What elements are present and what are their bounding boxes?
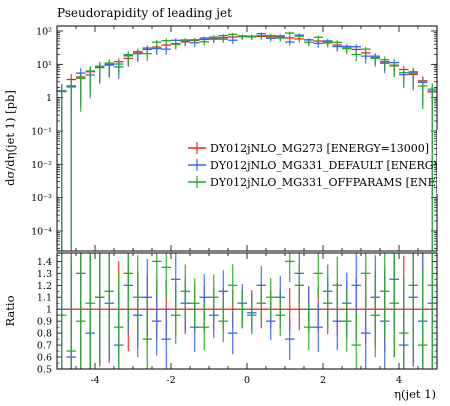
ratio-tick-label: 1	[46, 305, 52, 316]
x-axis-label: η(jet 1)	[394, 387, 436, 401]
x-tick-label: 4	[396, 375, 402, 386]
x-tick-labels: -4 -2 0 2 4	[90, 375, 402, 386]
ratio-tick-label: 0.8	[37, 329, 52, 340]
chart-title: Pseudorapidity of leading jet	[57, 6, 232, 20]
ratio-tick-label: 1.3	[37, 269, 52, 280]
ratio-tick-label: 0.5	[37, 365, 52, 376]
y-tick-label: 10⁻³	[31, 193, 52, 204]
y-tick-labels: 10² 10¹ 1 10⁻¹ 10⁻² 10⁻³ 10⁻⁴	[31, 27, 52, 238]
y-tick-label: 1	[46, 93, 52, 104]
ratio-tick-label: 0.7	[37, 341, 52, 352]
ratio-frame	[56, 252, 438, 370]
y-tick-label: 10⁻²	[31, 160, 52, 171]
y-axis-label: dσ/dη(jet 1) [pb]	[3, 90, 17, 186]
series-main-2	[57, 31, 437, 251]
legend-label-mg331-offparams: DY012jNLO_MG331_OFFPARAMS [ENERGY=13000]	[210, 176, 450, 189]
series-main-1	[57, 32, 437, 251]
ratio-tick-label: 1.4	[37, 257, 52, 268]
ratio-plot-area	[57, 253, 437, 369]
y-tick-label: 10²	[36, 27, 52, 38]
series-ratio-2	[57, 253, 437, 369]
x-tick-label: -4	[90, 375, 99, 386]
legend-label-mg273: DY012jNLO_MG273 [ENERGY=13000]	[210, 142, 429, 155]
ratio-tick-label: 1.2	[37, 281, 52, 292]
legend-edge-mask	[437, 130, 450, 194]
x-tick-label: 2	[320, 375, 326, 386]
series-main-0	[57, 34, 437, 251]
legend: DY012jNLO_MG273 [ENERGY=13000] DY012jNLO…	[188, 142, 450, 189]
legend-label-mg331-default: DY012jNLO_MG331_DEFAULT [ENERGY=13000]	[210, 159, 450, 172]
ratio-tick-labels: 0.50.60.70.80.911.11.21.31.4	[37, 257, 52, 376]
series-ratio-1	[57, 253, 437, 369]
ratio-axis-label: Ratio	[3, 295, 17, 326]
x-tick-label: -2	[166, 375, 175, 386]
x-tick-label: 0	[244, 375, 250, 386]
ratio-tick-label: 0.9	[37, 317, 52, 328]
y-tick-label: 10⁻⁴	[31, 227, 52, 238]
ratio-tick-label: 0.6	[37, 353, 52, 364]
ratio-axis-ticks	[56, 253, 438, 370]
ratio-tick-label: 1.1	[37, 293, 52, 304]
y-tick-label: 10⁻¹	[31, 127, 52, 138]
main-plot-area	[57, 31, 437, 251]
y-tick-label: 10¹	[36, 60, 52, 71]
